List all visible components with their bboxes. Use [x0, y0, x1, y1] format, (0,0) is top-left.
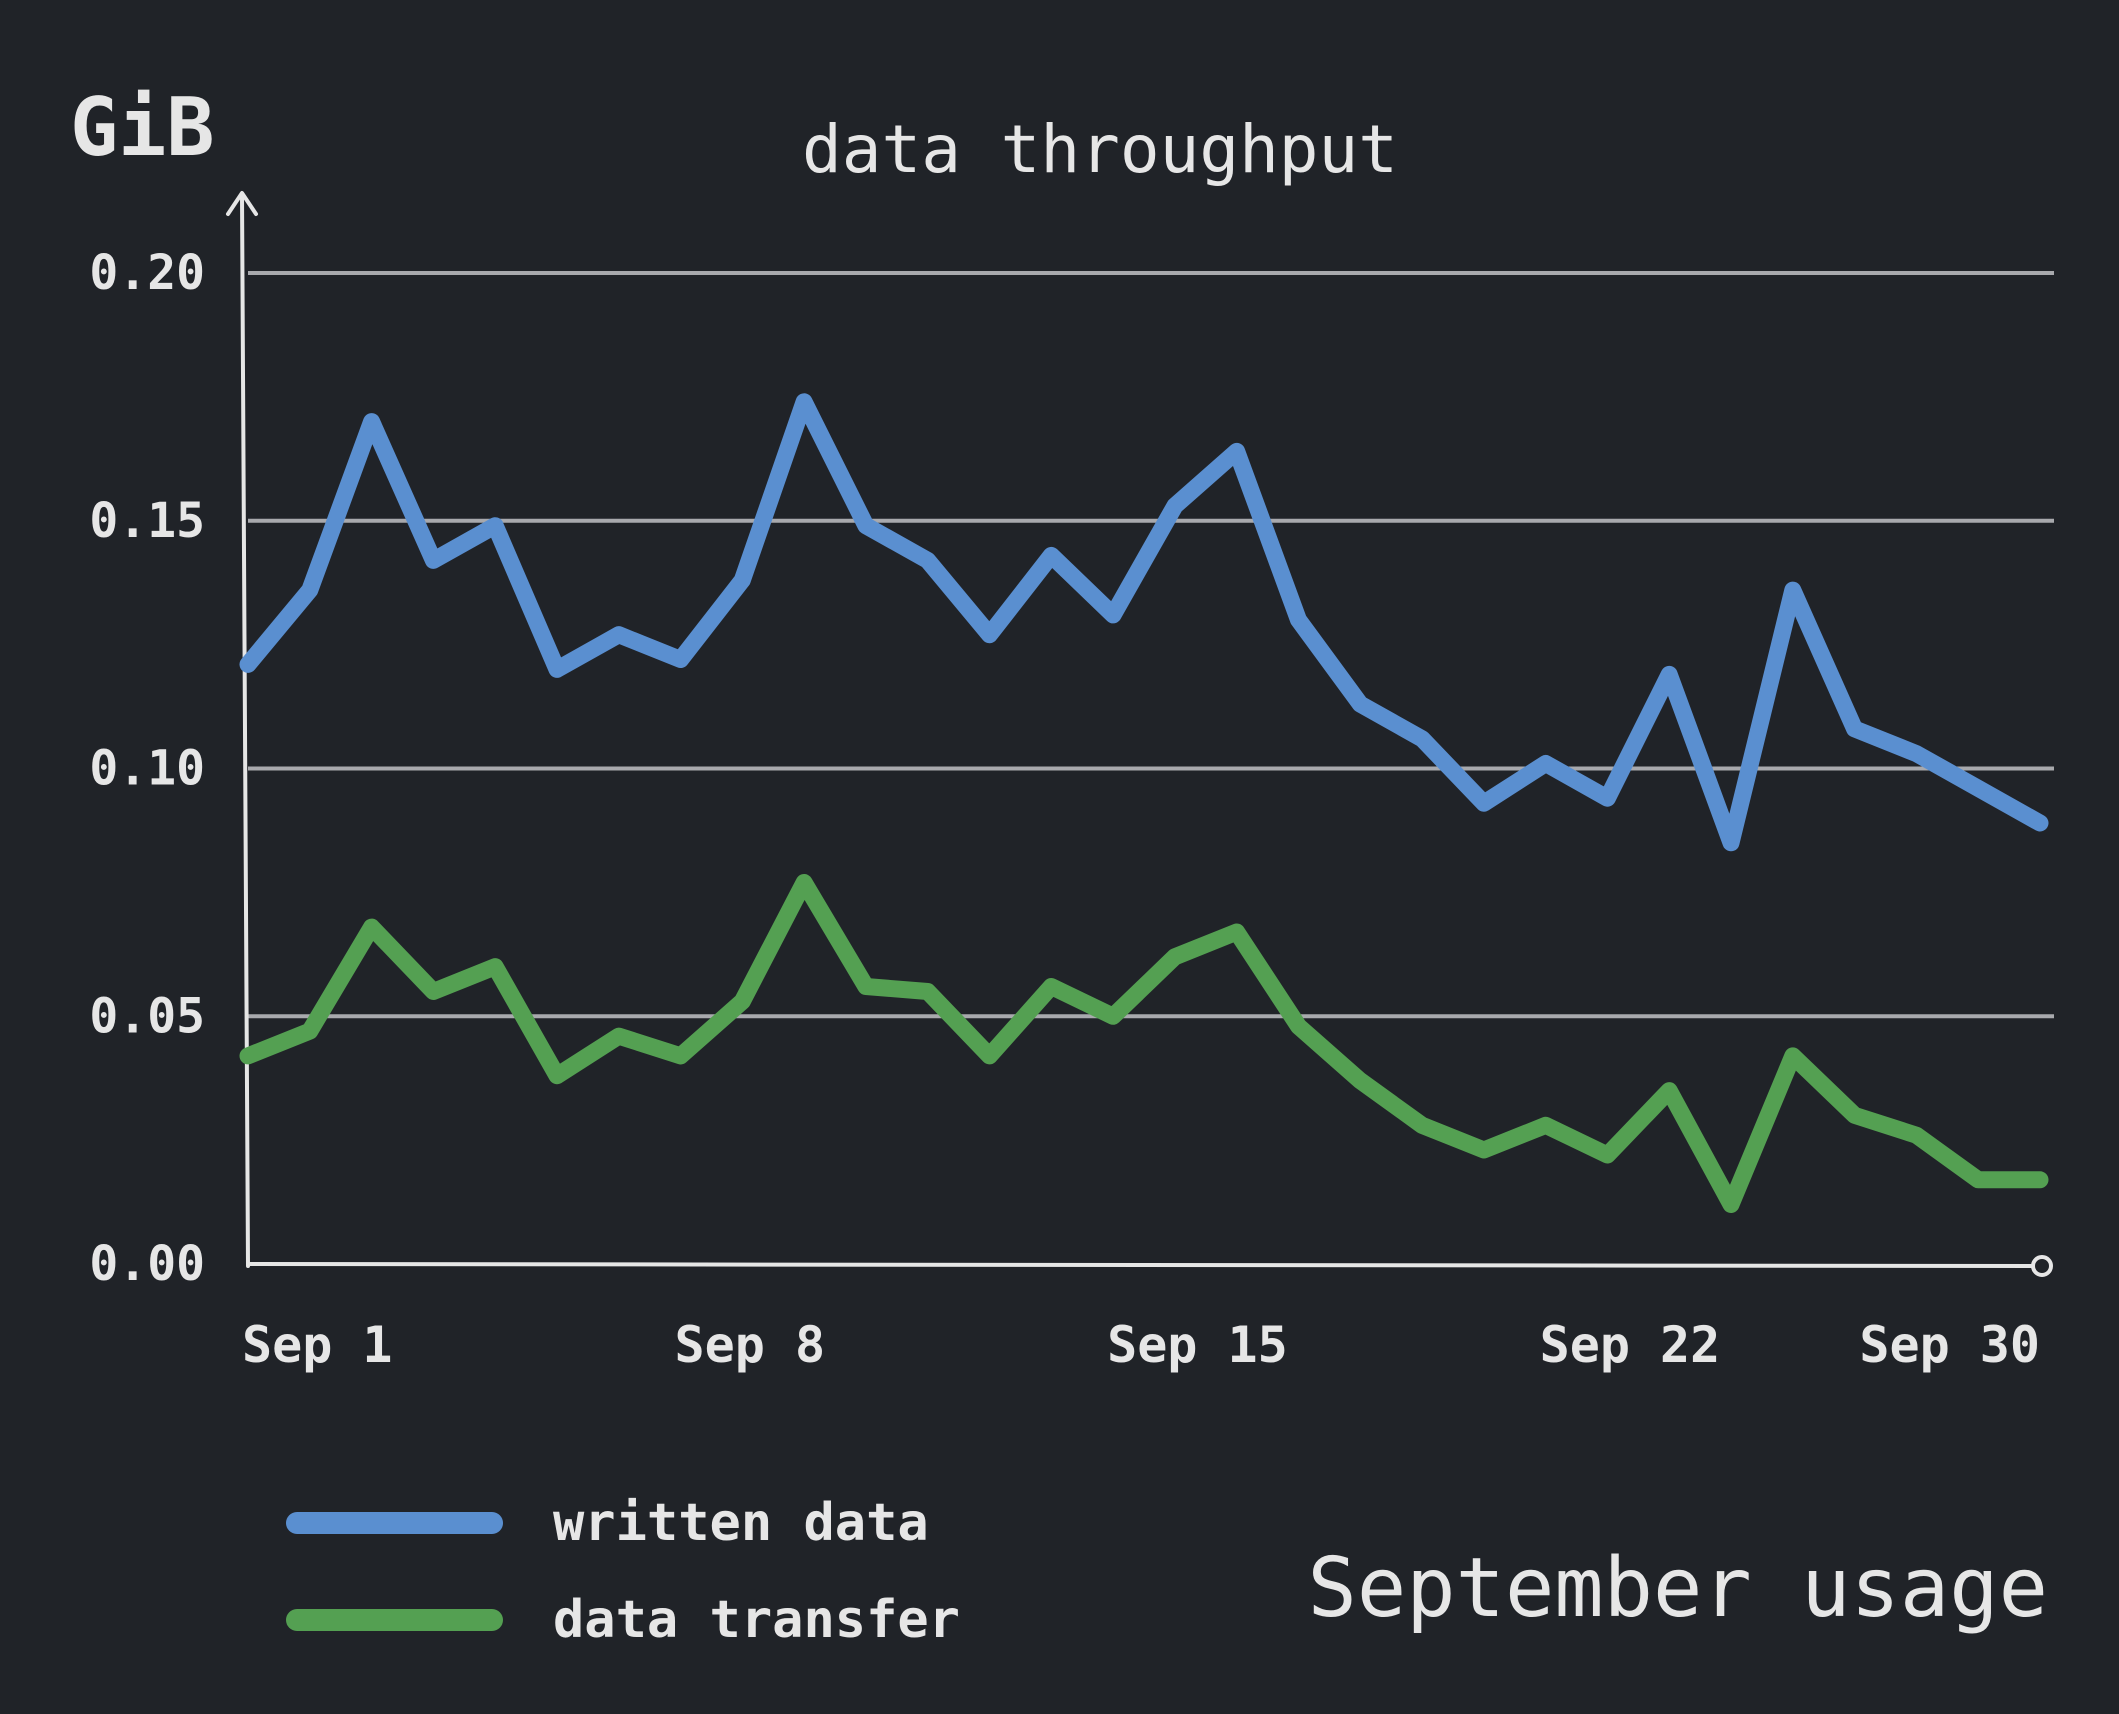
- legend-label: written data: [553, 1493, 929, 1553]
- x-tick-label: Sep 30: [1859, 1316, 2040, 1374]
- axes: [226, 191, 2053, 1277]
- series-line-data-transfer: [239, 874, 2049, 1213]
- x-tick-labels: Sep 1 Sep 8 Sep 15 Sep 22 Sep 30: [242, 1316, 2040, 1374]
- series-line-written-data: [239, 393, 2049, 852]
- y-axis-arrowhead: [226, 191, 258, 216]
- legend: written data data transfer: [286, 1493, 960, 1650]
- y-tick-label: 0.10: [89, 741, 205, 797]
- legend-label: data transfer: [553, 1590, 960, 1650]
- y-tick-label: 0.20: [89, 245, 205, 301]
- y-axis-unit-label: GiB: [70, 81, 215, 174]
- x-tick-label: Sep 1: [242, 1316, 393, 1374]
- x-tick-label: Sep 15: [1107, 1316, 1288, 1374]
- y-axis-line: [240, 193, 250, 1268]
- x-axis-end-marker: [2031, 1255, 2053, 1277]
- y-tick-label: 0.05: [89, 988, 205, 1044]
- chart-title: data throughput: [802, 111, 1398, 188]
- y-tick-label: 0.00: [89, 1236, 205, 1292]
- y-tick-label: 0.15: [89, 493, 205, 549]
- series-lines: [239, 393, 2049, 1213]
- y-tick-labels: 0.00 0.05 0.10 0.15 0.20: [89, 245, 205, 1292]
- x-tick-label: Sep 8: [675, 1316, 826, 1374]
- x-axis-line: [246, 1262, 2042, 1268]
- x-tick-label: Sep 22: [1540, 1316, 1721, 1374]
- footer-label: September usage: [1307, 1541, 2048, 1636]
